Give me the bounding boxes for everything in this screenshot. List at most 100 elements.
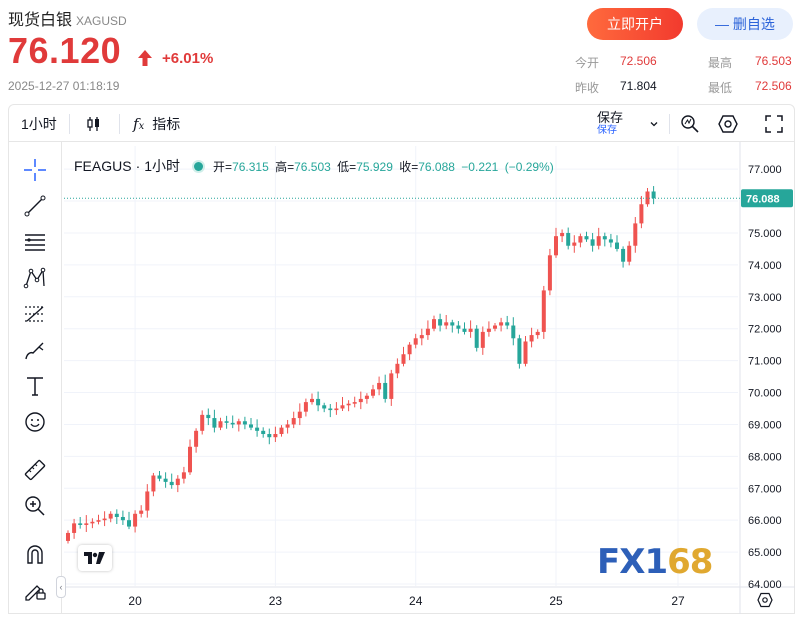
fib-tool[interactable] [21,300,49,328]
zoom-tool[interactable] [21,492,49,520]
save-button[interactable]: 保存 保存 [597,105,623,143]
lock-drawings-tool[interactable] [21,576,49,604]
y-tick-label: 67.000 [748,483,782,495]
candle-body [328,408,333,411]
candle-body [584,236,589,240]
stat-prevclose-value: 71.804 [620,79,657,93]
magnet-tool[interactable] [21,540,49,568]
candle-body [639,204,644,224]
candle-body [432,319,436,329]
candle-body [474,328,479,348]
zoom-in-icon [25,496,45,516]
legend-low-label: 低= [337,159,357,174]
candle-body [419,335,424,339]
candle-body [499,322,504,326]
legend-low: 75.929 [356,159,393,174]
candle-body [468,328,473,332]
candle-body [425,328,430,336]
candle-body [181,472,186,479]
candle-body [322,405,327,409]
open-account-button[interactable]: 立即开户 [587,8,683,40]
legend-open-label: 开= [213,159,233,174]
candle-body [297,411,302,419]
candle-body [230,422,235,425]
crosshair-tool[interactable] [21,156,49,184]
candle-body [169,481,174,486]
candle-body [444,322,449,326]
candle-body [267,434,272,438]
remove-watchlist-button[interactable]: — 删自选 [697,8,793,40]
candle-body [602,236,607,240]
watermark-text: FX168 [597,542,713,582]
candle-body [596,236,601,246]
candle-body [157,475,162,479]
legend-high-label: 高= [275,159,295,174]
candle-body [84,523,89,525]
candle-body [145,491,150,511]
legend-interval: 1小时 [144,158,181,174]
candle-body [395,363,400,374]
y-tick-label: 64.000 [748,579,782,591]
legend-ohlc: 开=76.315 高=76.503 低=75.929 收=76.088 −0.2… [213,158,557,175]
interval-selector[interactable]: 1小时 [21,116,57,132]
gear-icon [718,115,738,133]
ruler-icon [24,459,46,481]
indicators-label: 指标 [152,116,181,132]
horizontal-lines-icon [25,234,45,251]
candle-body [383,382,388,399]
candle-body [175,478,180,486]
legend-separator: · [135,158,141,174]
market-status-dot [194,161,204,171]
candle-body [273,434,278,438]
axis-settings-button[interactable] [757,592,773,613]
toolbar-divider [69,114,70,134]
candle-body [151,475,156,492]
emoji-tool[interactable] [21,408,49,436]
pattern-tool[interactable] [21,264,49,292]
legend-close-label: 收= [399,159,419,174]
pencil-lock-icon [25,585,46,601]
candle-body [480,331,485,348]
legend-symbol: FEAGUS [74,158,132,174]
y-tick-label: 74.000 [748,260,782,272]
y-tick-label: 68.000 [748,451,782,463]
text-tool[interactable] [21,372,49,400]
text-icon [27,377,43,396]
quick-search-button[interactable] [679,105,701,143]
chart-panel[interactable] [62,142,795,614]
candle-body [78,523,83,525]
quote-timestamp: 2025-12-27 01:18:19 [8,79,120,93]
candle-body [401,354,406,364]
function-icon: fx [133,115,145,133]
indicators-button[interactable]: fx 指标 [133,105,180,143]
candle-body [224,421,229,423]
candle-body [120,516,125,521]
trendline-tool[interactable] [21,192,49,220]
candle-body [316,398,321,406]
collapse-toolbar-handle[interactable]: ‹ [56,576,66,598]
crosshair-icon [24,159,46,181]
ruler-tool[interactable] [21,456,49,484]
x-tick-label: 27 [671,594,685,608]
legend-close: 76.088 [418,159,455,174]
candle-body [303,402,308,412]
candle-body [493,325,497,329]
candle-body [291,418,296,425]
fullscreen-button[interactable] [765,105,783,143]
candle-body [72,523,77,533]
brush-tool[interactable] [21,336,49,364]
tradingview-icon [84,552,105,564]
chart-type-button[interactable] [85,105,103,143]
y-tick-label: 73.000 [748,292,782,304]
settings-button[interactable] [717,105,739,143]
candle-body [285,424,290,428]
stat-open-value: 72.506 [620,54,657,68]
tradingview-logo[interactable] [78,545,112,571]
candle-body [200,414,205,431]
horizontal-lines-tool[interactable] [21,228,49,256]
toolbar-divider [669,114,670,134]
candle-body [261,430,266,435]
candle-body [377,382,382,390]
save-dropdown[interactable] [649,105,659,143]
